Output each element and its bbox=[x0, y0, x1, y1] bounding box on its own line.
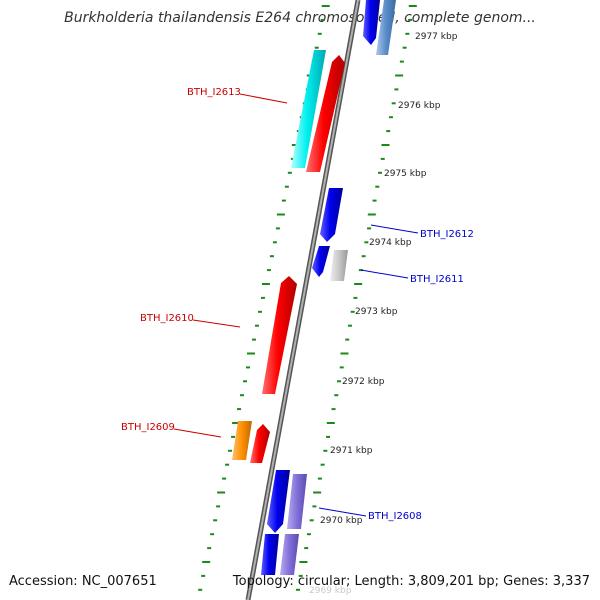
gene-arrow-steel[interactable] bbox=[376, 0, 396, 55]
gene-arrow-cyan[interactable] bbox=[291, 50, 326, 168]
gene-arrow-red-2609[interactable] bbox=[250, 424, 270, 463]
gene-arrow-violet-lower[interactable] bbox=[280, 534, 299, 575]
tick-label: 2971 kbp bbox=[330, 446, 373, 456]
genome-summary-text: Topology: circular; Length: 3,809,201 bp… bbox=[232, 574, 590, 589]
gene-features bbox=[232, 0, 396, 575]
leader-lines bbox=[173, 93, 419, 517]
gene-arrow-orange[interactable] bbox=[232, 421, 252, 460]
gene-arrow-blue-lower[interactable] bbox=[261, 534, 279, 575]
tick-label: 2973 kbp bbox=[355, 307, 398, 317]
tick-label: 2972 kbp bbox=[342, 377, 385, 387]
leader-line bbox=[370, 224, 419, 234]
gene-arrow-blue-2608[interactable] bbox=[267, 470, 290, 533]
gene-arrow-blue[interactable] bbox=[363, 0, 380, 45]
gene-arrow-blue-small[interactable] bbox=[312, 246, 330, 277]
gene-arrow-red-2613[interactable] bbox=[306, 55, 345, 172]
gene-labels: BTH_I2613 BTH_I2612 BTH_I2611 BTH_I2610 … bbox=[121, 87, 474, 522]
accession-text: Accession: NC_007651 bbox=[9, 574, 157, 589]
leader-line bbox=[360, 269, 409, 279]
leader-line bbox=[239, 93, 288, 104]
backbone-highlight bbox=[247, 0, 359, 600]
gene-label-bth-i2609[interactable]: BTH_I2609 bbox=[121, 422, 175, 433]
tick-label: 2969 kbp bbox=[309, 586, 352, 596]
gene-arrow-blue-2612[interactable] bbox=[320, 188, 343, 242]
gene-arrow-gray-2611[interactable] bbox=[330, 250, 348, 281]
tick-label: 2976 kbp bbox=[398, 101, 441, 111]
gene-label-bth-i2612[interactable]: BTH_I2612 bbox=[420, 229, 474, 240]
gene-label-bth-i2613[interactable]: BTH_I2613 bbox=[187, 87, 241, 98]
gene-label-bth-i2610[interactable]: BTH_I2610 bbox=[140, 313, 194, 324]
leader-line bbox=[318, 507, 367, 517]
tick-label: 2977 kbp bbox=[415, 32, 458, 42]
tick-label: 2974 kbp bbox=[369, 238, 412, 248]
gene-arrow-red-2610[interactable] bbox=[262, 276, 297, 394]
tick-label: 2975 kbp bbox=[384, 169, 427, 179]
gene-label-bth-i2611[interactable]: BTH_I2611 bbox=[410, 274, 464, 285]
tick-label: 2970 kbp bbox=[320, 516, 363, 526]
map-title: Burkholderia thailandensis E264 chromoso… bbox=[64, 10, 536, 26]
leader-line bbox=[192, 319, 241, 328]
gene-arrow-violet[interactable] bbox=[287, 474, 307, 529]
gene-label-bth-i2608[interactable]: BTH_I2608 bbox=[368, 511, 422, 522]
leader-line bbox=[173, 428, 222, 438]
tick-labels: 2977 kbp 2976 kbp 2975 kbp 2974 kbp 2973… bbox=[309, 32, 458, 596]
